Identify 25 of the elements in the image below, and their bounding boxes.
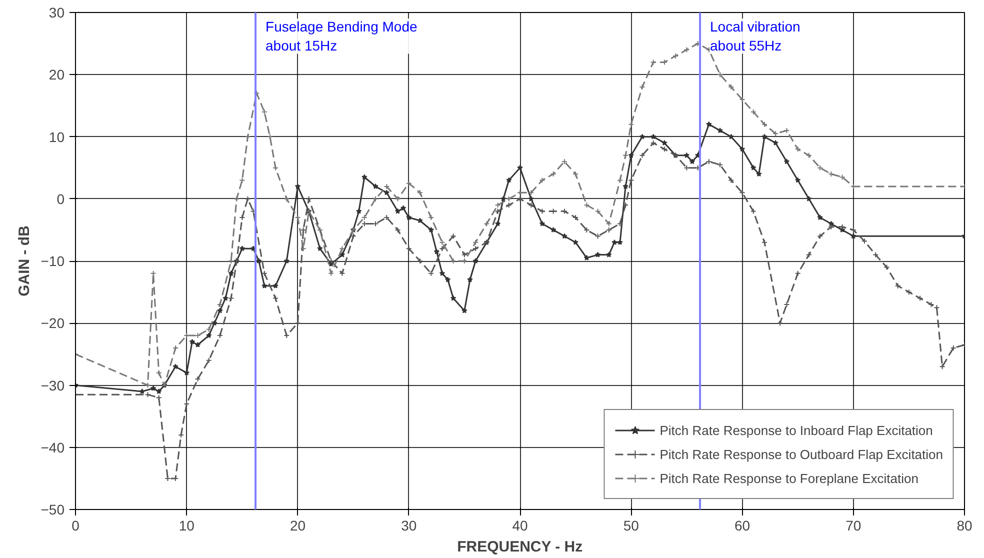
x-tick-label: 40 (512, 518, 528, 534)
ref-line-label: Fuselage Bending Mode about 15Hz (266, 18, 418, 54)
x-tick-label: 0 (72, 518, 80, 534)
x-tick-label: 60 (734, 518, 750, 534)
x-tick-label: 80 (956, 518, 972, 534)
legend-label: Pitch Rate Response to Inboard Flap Excitation (660, 422, 933, 438)
y-tick-label: 20 (48, 66, 65, 83)
x-tick-label: 70 (846, 518, 862, 534)
y-tick-label: 30 (48, 4, 65, 20)
x-tick-label: 10 (178, 518, 195, 534)
y-tick-label: −50 (40, 502, 65, 518)
y-tick-label: −20 (40, 315, 65, 332)
y-tick-label: −10 (40, 253, 65, 269)
x-tick-label: 20 (290, 518, 306, 534)
legend-label: Pitch Rate Response to Outboard Flap Excitation (660, 446, 943, 462)
legend-label: Pitch Rate Response to Foreplane Excitation (660, 470, 918, 486)
y-tick-label: −40 (40, 439, 65, 456)
y-tick-label: 10 (48, 128, 65, 145)
y-tick-label: −30 (40, 377, 65, 394)
x-axis-title: FREQUENCY - Hz (457, 538, 583, 556)
y-tick-label: 0 (56, 190, 65, 207)
x-tick-label: 30 (401, 518, 417, 534)
x-tick-label: 50 (623, 518, 640, 534)
ref-line-label: Local vibration about 55Hz (710, 18, 800, 54)
y-axis-title: GAIN - dB (16, 225, 33, 296)
